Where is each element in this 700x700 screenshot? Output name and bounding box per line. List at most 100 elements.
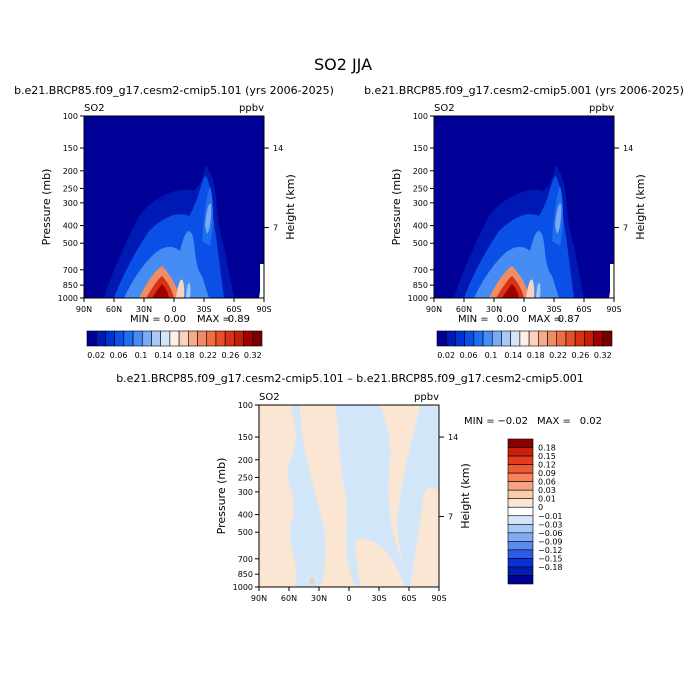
colorbar-swatch: [132, 330, 143, 347]
panel-b-max-label: MAX =: [528, 314, 562, 325]
height-tick-label: 14: [623, 144, 633, 153]
panel-b-max: 0.87: [558, 314, 580, 325]
panel-b-field: [434, 116, 614, 298]
x-tick-label: 90S: [431, 594, 446, 603]
colorbar-swatch: [501, 330, 511, 347]
y-axis-label: Pressure (mb): [40, 169, 53, 246]
colorbar-label: −0.01: [538, 512, 563, 521]
colorbar-swatch: [86, 330, 97, 347]
colorbar-swatch: [169, 330, 180, 347]
x-tick-label: 30N: [311, 594, 327, 603]
y2-axis-label: Height (km): [634, 174, 647, 240]
colorbar-label: −0.12: [538, 546, 563, 555]
colorbar-swatch: [243, 330, 254, 347]
colorbar-swatch: [507, 464, 534, 474]
colorbar-swatch: [507, 455, 534, 465]
y-tick-label: 850: [413, 281, 428, 290]
x-tick-label: 90N: [76, 305, 92, 314]
y-tick-label: 200: [413, 167, 428, 176]
x-tick-label: 60S: [226, 305, 241, 314]
panel-c-min: −0.02: [497, 416, 528, 427]
y-tick-label: 1000: [58, 294, 78, 303]
y-tick-label: 100: [63, 112, 78, 121]
colorbar-swatch: [151, 330, 161, 347]
y2-axis-label: Height (km): [459, 463, 472, 529]
x-tick-label: 0: [346, 594, 351, 603]
panel-c-field: [259, 405, 439, 587]
panel-b-var: SO2: [434, 103, 455, 114]
colorbar-swatch: [507, 566, 534, 576]
colorbar-label: −0.15: [538, 554, 563, 563]
height-tick-label: 14: [448, 433, 458, 442]
x-tick-label: 0: [171, 305, 176, 314]
y-tick-label: 300: [63, 199, 78, 208]
y-axis-label: Pressure (mb): [215, 458, 228, 535]
colorbar-label: 0.32: [594, 351, 612, 360]
colorbar-label: 0.22: [549, 351, 567, 360]
colorbar-swatch: [547, 330, 558, 347]
colorbar-swatch: [445, 330, 456, 347]
x-tick-label: 90N: [426, 305, 442, 314]
colorbar-label: 0.02: [87, 351, 105, 360]
y-tick-label: 250: [238, 473, 253, 482]
colorbar-swatch: [565, 330, 576, 347]
y-tick-label: 200: [238, 456, 253, 465]
colorbar-swatch: [519, 330, 530, 347]
colorbar-label: 0.15: [538, 452, 556, 461]
x-tick-label: 30N: [486, 305, 502, 314]
y-tick-label: 400: [238, 511, 253, 520]
colorbar-swatch: [538, 330, 548, 347]
panel-c-units: ppbv: [414, 392, 439, 403]
colorbar-swatch: [507, 532, 534, 542]
colorbar-swatch: [114, 330, 125, 347]
colorbar-label: 0.12: [538, 461, 556, 470]
panel-c-caption: b.e21.BRCP85.f09_g17.cesm2-cmip5.101 – b…: [116, 372, 584, 385]
panel-c-colorbar: 0.180.150.120.090.060.030.010−0.01−0.03−…: [507, 438, 563, 585]
y-tick-label: 850: [63, 281, 78, 290]
colorbar-label: 0.18: [177, 351, 195, 360]
colorbar-swatch: [455, 330, 465, 347]
y-tick-label: 500: [238, 528, 253, 537]
colorbar-swatch: [178, 330, 189, 347]
colorbar-label: 0.02: [437, 351, 455, 360]
colorbar-label: −0.03: [538, 520, 563, 529]
x-tick-label: 90S: [256, 305, 271, 314]
panel-c-min-label: MIN =: [464, 416, 495, 427]
y-tick-label: 500: [63, 239, 78, 248]
panel-a-axes: 100 150 200 250 300 400 500 700 850 1000 90N 60N 30N…: [40, 112, 297, 314]
y-tick-label: 100: [413, 112, 428, 121]
y-tick-label: 1000: [233, 583, 253, 592]
y-tick-label: 150: [238, 433, 253, 442]
panel-c-max: 0.02: [580, 416, 602, 427]
colorbar-label: −0.09: [538, 537, 563, 546]
colorbar-swatch: [507, 575, 534, 585]
x-tick-label: 90N: [251, 594, 267, 603]
panel-a-min-label: MIN =: [130, 314, 161, 325]
y-tick-label: 400: [63, 222, 78, 231]
colorbar-swatch: [507, 447, 534, 457]
colorbar-label: 0.14: [154, 351, 172, 360]
colorbar-label: 0.1: [485, 351, 498, 360]
x-tick-label: 60N: [456, 305, 472, 314]
colorbar-label: 0.06: [460, 351, 478, 360]
colorbar-swatch: [507, 549, 534, 559]
y2-axis-label: Height (km): [284, 174, 297, 240]
colorbar-swatch: [141, 330, 152, 347]
colorbar-label: 0.22: [199, 351, 217, 360]
y-tick-label: 700: [413, 266, 428, 275]
colorbar-label: 0.06: [538, 478, 556, 487]
colorbar-swatch: [507, 558, 534, 568]
panel-a-max-label: MAX =: [197, 314, 231, 325]
colorbar-label: 0.06: [110, 351, 128, 360]
colorbar-swatch: [95, 330, 106, 347]
colorbar-swatch: [510, 330, 521, 347]
colorbar-swatch: [528, 330, 539, 347]
y-tick-label: 850: [238, 570, 253, 579]
colorbar-label: 0.26: [572, 351, 590, 360]
panel-a-field: [84, 116, 264, 298]
colorbar-swatch: [507, 481, 534, 491]
colorbar-swatch: [507, 541, 534, 551]
x-tick-label: 30S: [371, 594, 386, 603]
x-tick-label: 60N: [281, 594, 297, 603]
colorbar-swatch: [215, 330, 226, 347]
